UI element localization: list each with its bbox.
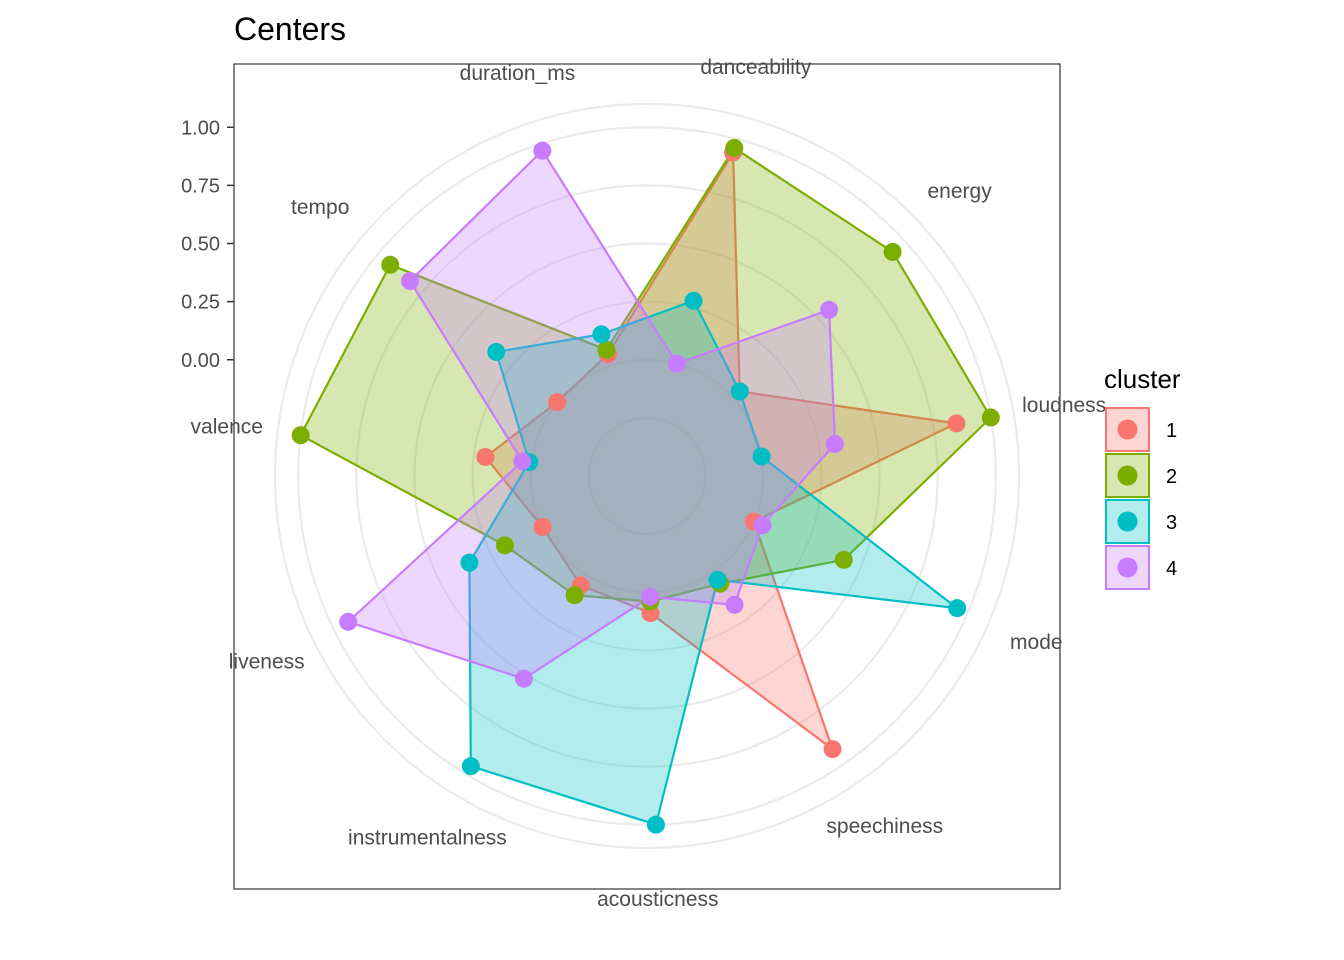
series-3-point-liveness [460, 553, 479, 572]
series-2-point-loudness [981, 408, 1000, 427]
axis-label-tempo: tempo [291, 196, 349, 219]
chart-title: Centers [234, 11, 346, 47]
series-4-point-speechiness [725, 595, 744, 614]
y-tick-label: 0.00 [181, 350, 220, 372]
y-axis: 0.00 0.25 0.50 0.75 1.00 [181, 117, 234, 372]
series-2-point-mode [834, 550, 853, 569]
series-polygon-2 [299, 146, 992, 603]
legend-key-dot-4 [1117, 557, 1138, 578]
series-3-point-mode [948, 599, 967, 618]
legend-item-4: 4 [1105, 545, 1177, 590]
y-tick-label: 1.00 [181, 117, 220, 139]
series-3-point-tempo [487, 342, 506, 361]
axis-label-danceability: danceability [700, 56, 811, 79]
series-4-point-acousticness [641, 587, 660, 606]
axis-label-energy: energy [927, 180, 992, 203]
plot-panel-border [233, 63, 1061, 890]
axis-labels: danceability energy loudness mode speechines… [191, 56, 1107, 911]
series-4-point-duration_ms [533, 141, 552, 160]
series-2-point-valence [291, 426, 310, 445]
series-4-point-instrumentalness [514, 669, 533, 688]
series-layer [299, 146, 992, 826]
series-3-point-loudness [752, 447, 771, 466]
series-1-point-loudness [947, 414, 966, 433]
series-4-point-danceability [667, 354, 686, 373]
radial-grid [273, 102, 1021, 850]
axis-label-speechiness: speechiness [826, 815, 943, 838]
grid-circle [471, 300, 823, 652]
series-4-point-tempo [400, 272, 419, 291]
legend-label-2: 2 [1166, 466, 1177, 488]
series-3-point-speechiness [708, 570, 727, 589]
axis-label-instrumentalness: instrumentalness [348, 827, 507, 850]
axis-label-duration_ms: duration_ms [460, 62, 576, 85]
series-2-point-liveness [495, 536, 514, 555]
legend-label-1: 1 [1166, 420, 1177, 442]
legend-item-1: 1 [1105, 407, 1177, 452]
series-3-point-acousticness [646, 815, 665, 834]
y-tick-label: 0.75 [181, 175, 220, 197]
series-polygon-3 [468, 299, 959, 826]
series-4-point-energy [820, 300, 839, 319]
legend-title: cluster [1104, 364, 1181, 394]
grid-circle [587, 416, 707, 536]
axis-label-loudness: loudness [1022, 394, 1106, 417]
series-polygon-4 [347, 149, 837, 680]
series-2-point-energy [883, 242, 902, 261]
axis-label-liveness: liveness [229, 651, 305, 674]
series-2-point-tempo [381, 255, 400, 274]
axis-label-valence: valence [191, 416, 263, 439]
legend-key-dot-2 [1117, 465, 1138, 486]
axis-label-acousticness: acousticness [597, 888, 718, 911]
legend-key-dot-3 [1117, 511, 1138, 532]
y-tick-label: 0.25 [181, 292, 220, 314]
series-3-point-instrumentalness [461, 757, 480, 776]
legend-key-dot-1 [1117, 419, 1138, 440]
grid-circle [413, 242, 881, 710]
series-4-point-valence [513, 452, 532, 471]
axis-label-mode: mode [1010, 631, 1063, 654]
legend-item-3: 3 [1105, 499, 1177, 544]
grid-circle [355, 184, 939, 768]
series-2-point-danceability [725, 138, 744, 157]
legend-label-4: 4 [1166, 558, 1177, 580]
series-1-point-speechiness [823, 740, 842, 759]
series-4-point-mode [753, 516, 772, 535]
series-4-point-loudness [825, 435, 844, 454]
series-1-point-liveness [533, 517, 552, 536]
grid-circle [273, 102, 1021, 850]
series-4-point-liveness [339, 612, 358, 631]
series-3-point-energy [730, 382, 749, 401]
series-3-point-duration_ms [592, 325, 611, 344]
legend: cluster 1 2 3 4 [1104, 364, 1181, 590]
series-1-point-tempo [548, 393, 567, 412]
legend-label-3: 3 [1166, 512, 1177, 534]
series-1-point-valence [476, 447, 495, 466]
series-3-point-danceability [684, 291, 703, 310]
y-tick-label: 0.50 [181, 234, 220, 256]
series-2-point-instrumentalness [565, 586, 584, 605]
points-layer [291, 138, 1000, 834]
series-2-point-duration_ms [597, 340, 616, 359]
legend-item-2: 2 [1105, 453, 1177, 498]
